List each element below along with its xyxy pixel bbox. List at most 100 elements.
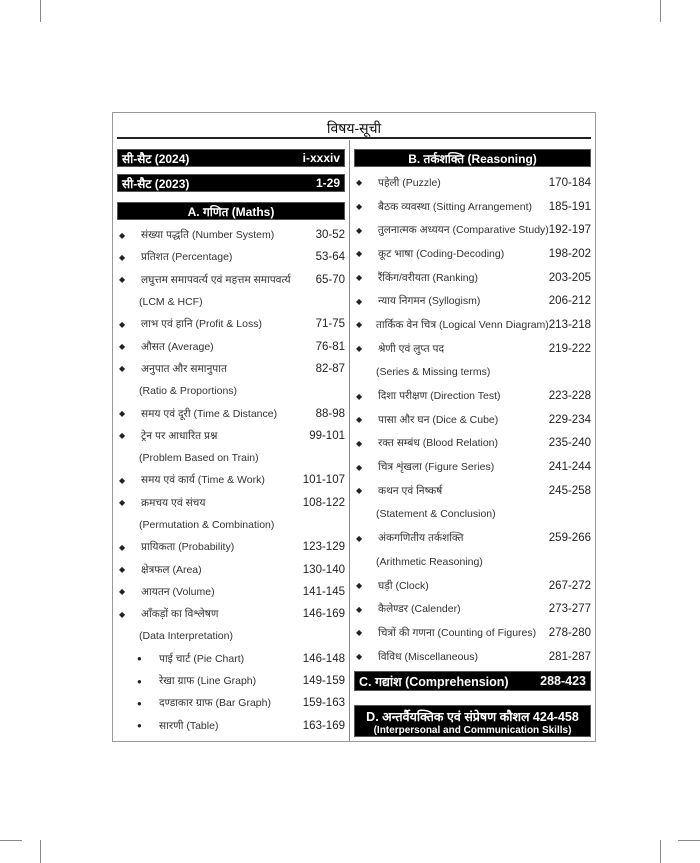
toc-entry[interactable]: ◆ कूट भाषा (Coding-Decoding) 198-202 — [354, 242, 591, 266]
bullet-icon: ◆ — [119, 565, 126, 575]
section-d-bar[interactable]: D. अन्तर्वैयक्तिक एवं संप्रेषण कौशल 424-… — [354, 705, 591, 738]
bullet-icon: ◆ — [356, 486, 363, 496]
toc-entry[interactable]: ◆ न्याय निगमन (Syllogism) 206-212 — [354, 289, 591, 313]
toc-entry-continuation: (Data Interpretation) — [117, 625, 345, 647]
bullet-icon: ● — [137, 698, 142, 708]
toc-entry[interactable]: ● रेखा ग्राफ (Line Graph) 149-159 — [117, 670, 345, 692]
section-d-label: D. अन्तर्वैयक्तिक एवं संप्रेषण कौशल 424-… — [366, 710, 579, 725]
entry-pages: 267-272 — [548, 579, 591, 592]
entry-label: लाभ एवं हानि (Profit & Loss) — [141, 318, 262, 331]
entry-pages: 99-101 — [309, 429, 345, 442]
csat-2024-bar[interactable]: सी-सैट (2024) i-xxxiv — [117, 149, 345, 167]
toc-entry[interactable]: ◆ समय एवं दूरी (Time & Distance) 88-98 — [117, 402, 345, 424]
entry-pages: 146-169 — [302, 608, 345, 621]
toc-entry[interactable]: ◆ लघुत्तम समापवर्त्य एवं महत्तम समापवर्त्… — [117, 269, 345, 291]
toc-entry-continuation: (Ratio & Proportions) — [117, 380, 345, 402]
toc-entry[interactable]: ◆ अंकगणितीय तर्कशक्ति 259-266 — [354, 526, 591, 550]
entry-pages: 163-169 — [302, 719, 345, 732]
entry-pages: 281-287 — [548, 650, 591, 663]
toc-entry[interactable]: ◆ दिशा परीक्षण (Direction Test) 223-228 — [354, 384, 591, 408]
entry-label: आँकड़ों का विश्लेषण — [141, 608, 219, 621]
right-column: B. तर्कशक्ति (Reasoning) ◆ पहेली (Puzzle)… — [354, 149, 591, 738]
entry-pages: 259-266 — [548, 532, 591, 545]
toc-entry[interactable]: ◆ कथन एवं निष्कर्ष 245-258 — [354, 479, 591, 503]
toc-entry[interactable]: ◆ प्रतिशत (Percentage) 53-64 — [117, 246, 345, 268]
toc-entry[interactable]: ◆ आँकड़ों का विश्लेषण 146-169 — [117, 603, 345, 625]
crop-mark — [40, 0, 41, 22]
entry-label: रेखा ग्राफ (Line Graph) — [159, 675, 257, 688]
entry-pages: 53-64 — [315, 251, 345, 264]
entry-label: श्रेणी एवं लुप्त पद — [378, 342, 445, 355]
reasoning-list: ◆ पहेली (Puzzle) 170-184 ◆ बैठक व्यवस्था (Si… — [354, 171, 591, 668]
toc-entry[interactable]: ◆ पहेली (Puzzle) 170-184 — [354, 171, 591, 195]
toc-entry[interactable]: ◆ रक्त सम्बंध (Blood Relation) 235-240 — [354, 432, 591, 456]
toc-entry[interactable]: ◆ प्रायिकता (Probability) 123-129 — [117, 536, 345, 558]
bullet-icon: ◆ — [356, 438, 363, 448]
toc-entry[interactable]: ◆ विविध (Miscellaneous) 281-287 — [354, 645, 591, 669]
entry-pages: 88-98 — [315, 407, 345, 420]
toc-entry[interactable]: ◆ तार्किक वेन चित्र (Logical Venn Diagram… — [354, 313, 591, 337]
toc-entry[interactable]: ◆ तुलनात्मक अध्ययन (Comparative Study) 192… — [354, 218, 591, 242]
csat-2023-bar[interactable]: सी-सैट (2023) 1-29 — [117, 174, 345, 192]
entry-pages: 149-159 — [302, 675, 345, 688]
entry-label: क्षेत्रफल (Area) — [141, 563, 202, 576]
toc-entry[interactable]: ◆ आयतन (Volume) 141-145 — [117, 581, 345, 603]
entry-pages: 219-222 — [548, 342, 591, 355]
toc-entry[interactable]: ◆ क्रमचय एवं संचय 108-122 — [117, 492, 345, 514]
entry-label: समय एवं दूरी (Time & Distance) — [141, 407, 278, 420]
entry-pages: 192-197 — [548, 224, 591, 237]
entry-pages: 146-148 — [302, 652, 345, 665]
bullet-icon: ◆ — [356, 462, 363, 472]
bullet-icon: ◆ — [356, 178, 363, 188]
entry-pages: 71-75 — [315, 318, 345, 331]
entry-label: चित्रों की गणना (Counting of Figures) — [378, 626, 537, 639]
toc-entry[interactable]: ◆ चित्रों की गणना (Counting of Figures) 27… — [354, 621, 591, 645]
toc-entry[interactable]: ● दण्डाकार ग्राफ (Bar Graph) 159-163 — [117, 692, 345, 714]
toc-entry[interactable]: ◆ अनुपात और समानुपात 82-87 — [117, 358, 345, 380]
toc-entry[interactable]: ◆ लाभ एवं हानि (Profit & Loss) 71-75 — [117, 313, 345, 335]
entry-english-label: (Arithmetic Reasoning) — [376, 555, 483, 568]
toc-entry[interactable]: ◆ घड़ी (Clock) 267-272 — [354, 574, 591, 598]
entry-english-label: (Permutation & Combination) — [139, 519, 275, 531]
toc-entry[interactable]: ◆ संख्या पद्धति (Number System) 30-52 — [117, 224, 345, 246]
bullet-icon: ◆ — [119, 275, 126, 285]
toc-entry-continuation: (LCM & HCF) — [117, 291, 345, 313]
toc-entry[interactable]: ◆ रैंकिंग/वरीयता (Ranking) 203-205 — [354, 266, 591, 290]
toc-entry[interactable]: ◆ श्रेणी एवं लुप्त पद 219-222 — [354, 337, 591, 361]
section-c-bar[interactable]: C. गद्यांश (Comprehension) 288-423 — [354, 671, 591, 692]
entry-label: रैंकिंग/वरीयता (Ranking) — [378, 271, 478, 284]
entry-pages: 198-202 — [548, 247, 591, 260]
bullet-icon: ◆ — [356, 652, 363, 662]
toc-entry[interactable]: ◆ क्षेत्रफल (Area) 130-140 — [117, 558, 345, 580]
toc-entry[interactable]: ◆ औसत (Average) 76-81 — [117, 335, 345, 357]
toc-entry[interactable]: ◆ बैठक व्यवस्था (Sitting Arrangement) 185-… — [354, 195, 591, 219]
toc-entry[interactable]: ◆ कैलेण्डर (Calender) 273-277 — [354, 597, 591, 621]
bullet-icon: ◆ — [356, 533, 363, 543]
entry-pages: 82-87 — [315, 362, 345, 375]
section-b-header: B. तर्कशक्ति (Reasoning) — [354, 149, 591, 167]
entry-english-label: (Data Interpretation) — [139, 630, 233, 643]
entry-label: पाई चार्ट (Pie Chart) — [159, 652, 245, 665]
entry-label: संख्या पद्धति (Number System) — [141, 229, 275, 242]
toc-entry[interactable]: ◆ समय एवं कार्य (Time & Work) 101-107 — [117, 469, 345, 491]
toc-entry[interactable]: ● सारणी (Table) 163-169 — [117, 715, 345, 737]
toc-entry[interactable]: ◆ ट्रेन पर आधारित प्रश्न 99-101 — [117, 425, 345, 447]
entry-pages: 76-81 — [315, 340, 345, 353]
bullet-icon: ◆ — [356, 344, 363, 354]
toc-entry[interactable]: ● पाई चार्ट (Pie Chart) 146-148 — [117, 648, 345, 670]
bullet-icon: ◆ — [119, 319, 126, 329]
entry-pages: 30-52 — [315, 229, 345, 242]
toc-entry-continuation: (Arithmetic Reasoning) — [354, 550, 591, 574]
entry-pages: 223-228 — [548, 390, 591, 403]
entry-label: ट्रेन पर आधारित प्रश्न — [141, 429, 218, 442]
toc-entry[interactable]: ◆ पासा और घन (Dice & Cube) 229-234 — [354, 408, 591, 432]
entry-pages: 141-145 — [302, 585, 345, 598]
bullet-icon: ◆ — [356, 249, 363, 259]
entry-pages: 123-129 — [302, 541, 345, 554]
entry-label: घड़ी (Clock) — [378, 579, 429, 592]
entry-pages: 108-122 — [302, 496, 345, 509]
bullet-icon: ◆ — [356, 320, 363, 330]
toc-entry[interactable]: ◆ चित्र शृंखला (Figure Series) 241-244 — [354, 455, 591, 479]
bullet-icon: ● — [137, 721, 142, 731]
entry-label: कैलेण्डर (Calender) — [378, 603, 461, 616]
